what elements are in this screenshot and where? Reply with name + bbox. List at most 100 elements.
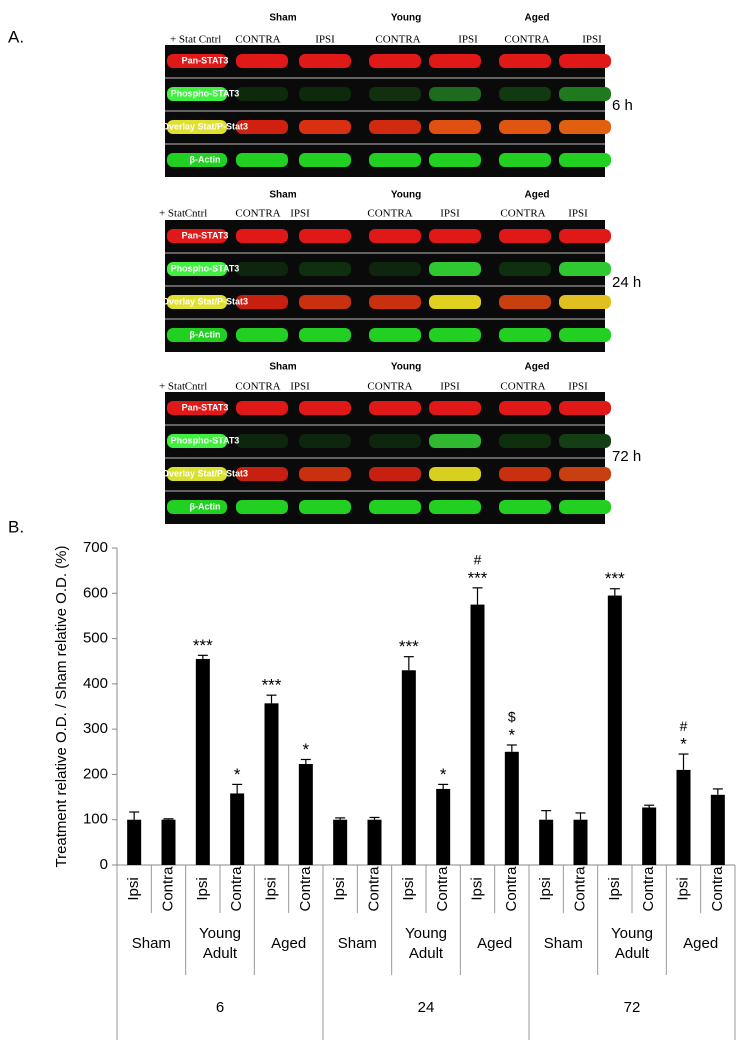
- blot-band: [369, 153, 421, 167]
- blot-band: [369, 467, 421, 481]
- blot-band: [167, 262, 227, 276]
- blot-band: [167, 500, 227, 514]
- blot-lane-label: IPSI: [440, 208, 460, 220]
- bar: [264, 703, 279, 865]
- y-axis-label: Treatment relative O.D. / Sham relative …: [53, 545, 70, 867]
- group-label: Aged: [683, 935, 719, 952]
- x-tick-label: Ipsi: [400, 877, 417, 900]
- group-label: Young Adult: [405, 925, 447, 962]
- blot-band: [499, 54, 551, 68]
- blot-row-label: β-Actin: [190, 501, 221, 511]
- blot-band: [299, 500, 351, 514]
- blot-band: [369, 120, 421, 134]
- bar: [504, 751, 519, 865]
- x-tick-label: Ipsi: [537, 877, 554, 900]
- blot-lane-label: Cntrl: [199, 34, 222, 46]
- blot-band: [167, 54, 227, 68]
- blot-band: [429, 467, 481, 481]
- blot-band: [559, 229, 611, 243]
- blot-band: [369, 295, 421, 309]
- blot-band: [299, 153, 351, 167]
- significance-marker: $: [508, 709, 516, 725]
- blot-band: [236, 262, 288, 276]
- panel-label: B.: [8, 517, 24, 536]
- blot-lane-label: Cntrl: [185, 208, 208, 220]
- time-label: 24: [418, 999, 435, 1016]
- blot-band: [236, 54, 288, 68]
- blot-band: [167, 153, 227, 167]
- blot-band: [559, 434, 611, 448]
- blot-band: [167, 295, 227, 309]
- blot-lane-label: CONTRA: [235, 381, 280, 393]
- blot-band: [429, 229, 481, 243]
- x-tick-label: Ipsi: [125, 877, 142, 900]
- bar: [367, 819, 382, 865]
- y-tick-label: 600: [83, 584, 108, 601]
- bar: [195, 658, 210, 865]
- blot-row-label: Phospho-STAT3: [171, 88, 240, 98]
- group-label: Aged: [477, 935, 513, 952]
- bar: [676, 769, 691, 865]
- blot-group-label: Sham: [269, 362, 296, 373]
- x-tick-label: Contra: [434, 866, 451, 912]
- group-label: Young Adult: [611, 925, 653, 962]
- bar: [573, 819, 588, 865]
- blot-lane-label: CONTRA: [367, 208, 412, 220]
- blot-lane-label: IPSI: [290, 381, 310, 393]
- blot-band: [559, 328, 611, 342]
- significance-marker: *: [303, 740, 310, 759]
- blot-lane-label: IPSI: [568, 208, 588, 220]
- blot-band: [499, 328, 551, 342]
- blot-band: [559, 295, 611, 309]
- x-tick-label: Contra: [228, 866, 245, 912]
- blot-band: [559, 54, 611, 68]
- bar: [710, 794, 725, 865]
- blot-band: [299, 295, 351, 309]
- blot-row-label: Pan-STAT3: [182, 402, 229, 412]
- blot-band: [299, 401, 351, 415]
- blot-band: [236, 401, 288, 415]
- x-tick-label: Ipsi: [606, 877, 623, 900]
- blot-band: [429, 328, 481, 342]
- blot-lane-label: IPSI: [290, 208, 310, 220]
- blot-band: [429, 87, 481, 101]
- blot-band: [559, 87, 611, 101]
- blot-band: [369, 262, 421, 276]
- blot-row-label: Phospho-STAT3: [171, 263, 240, 273]
- blot-band: [559, 153, 611, 167]
- x-tick-label: Contra: [640, 866, 657, 912]
- blot-band: [299, 262, 351, 276]
- blot-band: [236, 153, 288, 167]
- blot-band: [499, 500, 551, 514]
- y-tick-label: 300: [83, 720, 108, 737]
- group-label: Sham: [131, 935, 171, 952]
- blot-band: [167, 401, 227, 415]
- x-tick-label: Ipsi: [262, 877, 279, 900]
- blot-band: [369, 401, 421, 415]
- blot-band: [236, 328, 288, 342]
- blot-group-label: Aged: [525, 362, 550, 373]
- blot-band: [299, 434, 351, 448]
- blot-band: [499, 434, 551, 448]
- blot-band: [499, 467, 551, 481]
- significance-marker: *: [440, 765, 447, 784]
- x-tick-label: Ipsi: [468, 877, 485, 900]
- panel-label: A.: [8, 27, 24, 46]
- x-tick-label: Contra: [365, 866, 382, 912]
- blot-band: [167, 229, 227, 243]
- x-tick-label: Contra: [297, 866, 314, 912]
- time-label: 6: [216, 999, 224, 1016]
- blot-band: [369, 434, 421, 448]
- blot-band: [236, 229, 288, 243]
- blot-band: [299, 328, 351, 342]
- blot-band: [559, 120, 611, 134]
- bar: [127, 819, 142, 865]
- bar: [401, 670, 416, 865]
- blot-band: [167, 120, 227, 134]
- blot-band: [429, 500, 481, 514]
- blot-group-label: Young: [391, 13, 421, 24]
- blot-band: [499, 120, 551, 134]
- blot-band: [236, 434, 288, 448]
